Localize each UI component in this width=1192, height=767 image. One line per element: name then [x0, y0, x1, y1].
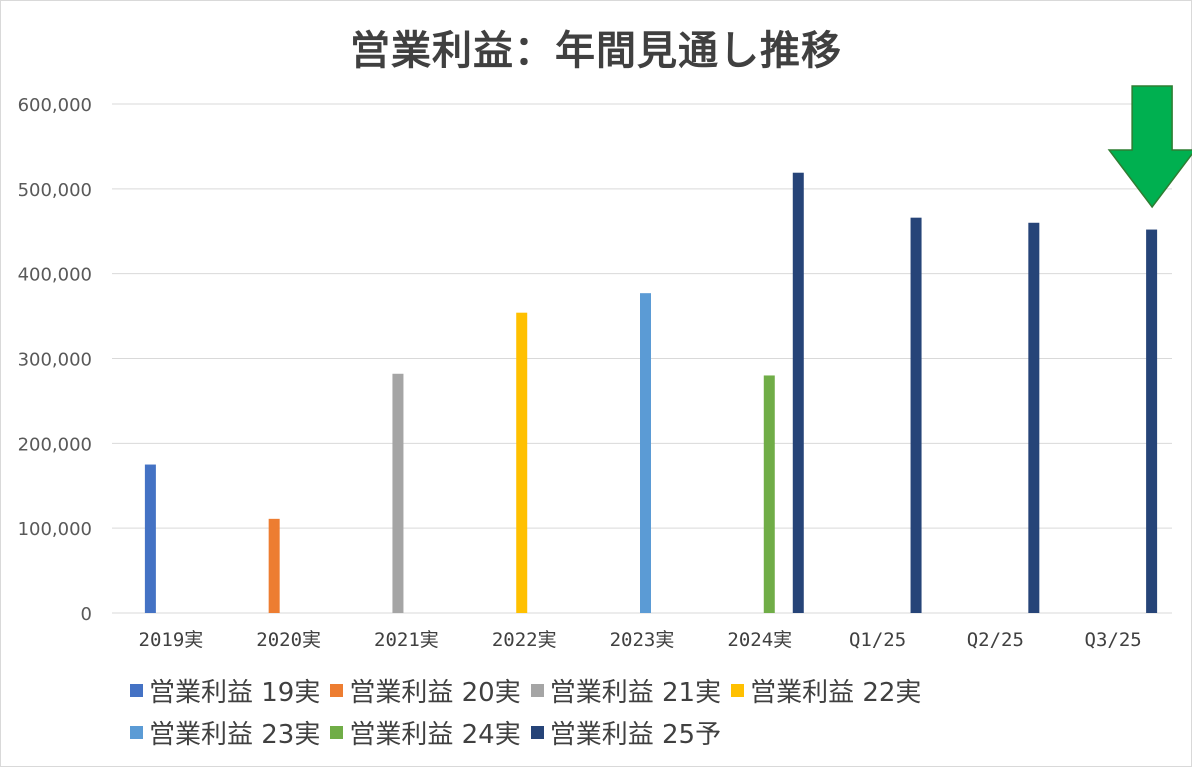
y-tick-label: 200,000 [18, 434, 92, 455]
legend-item: 営業利益 22実 [731, 672, 921, 714]
bar [910, 217, 922, 613]
legend-item: 営業利益 19実 [130, 672, 320, 714]
x-axis-tick-labels: 2019実 2020実 2021実 2022実 2023実 2024実 Q1/25 Q2/25… [139, 629, 1142, 651]
down-arrow-icon [1107, 85, 1192, 209]
bar [763, 375, 775, 613]
legend-label: 営業利益 24実 [349, 720, 521, 750]
bar [392, 373, 404, 613]
bar [792, 172, 804, 613]
bar [640, 293, 651, 613]
legend-label: 営業利益 20実 [349, 678, 521, 708]
x-tick-label: Q2/25 [967, 629, 1024, 651]
legend: 営業利益 19実 営業利益 20実 営業利益 21実 営業利益 22実営業利益 23実… [130, 672, 1130, 756]
bars [144, 172, 1158, 613]
y-tick-label: 400,000 [18, 265, 92, 286]
annotation-layer [1107, 85, 1192, 209]
legend-item: 営業利益 23実 [130, 714, 320, 756]
legend-label: 営業利益 22実 [750, 678, 922, 708]
legend-label: 営業利益 25予 [549, 720, 722, 750]
legend-item: 営業利益 21実 [530, 672, 722, 714]
chart-title: 営業利益：年間見通し推移 [350, 28, 842, 74]
legend-swatch [530, 726, 544, 739]
x-tick-label: 2024実 [727, 629, 792, 651]
legend-swatch [731, 684, 745, 697]
x-tick-label: 2021実 [374, 629, 439, 651]
legend-item: 営業利益 25予 [530, 714, 722, 756]
y-tick-label: 0 [81, 604, 92, 625]
y-axis-tick-labels: 0 100,000 200,000 300,000 400,000 500,000 600,… [18, 95, 92, 625]
y-tick-label: 500,000 [18, 180, 92, 201]
legend-swatch [330, 726, 344, 739]
legend-item: 営業利益 24実 [330, 714, 521, 756]
x-tick-label: 2020実 [256, 629, 321, 651]
legend-swatch [330, 684, 344, 697]
bar [268, 518, 280, 613]
x-tick-label: 2022実 [492, 629, 557, 651]
legend-swatch [530, 684, 544, 697]
y-tick-label: 300,000 [18, 350, 92, 371]
legend-swatch [130, 684, 143, 697]
x-tick-label: Q1/25 [849, 629, 906, 651]
bar [144, 464, 156, 613]
bar [1028, 222, 1040, 613]
legend-label: 営業利益 23実 [149, 720, 321, 750]
bar [516, 312, 528, 613]
bar [1146, 229, 1158, 613]
x-tick-label: Q3/25 [1085, 629, 1142, 651]
y-tick-label: 100,000 [18, 519, 92, 540]
legend-label: 営業利益 19実 [149, 678, 321, 708]
x-tick-label: 2019実 [139, 629, 204, 651]
legend-label: 営業利益 21実 [549, 678, 722, 708]
legend-item: 営業利益 20実 [330, 672, 521, 714]
x-tick-label: 2023実 [610, 629, 675, 651]
legend-swatch [130, 726, 143, 739]
y-tick-label: 600,000 [18, 95, 92, 116]
